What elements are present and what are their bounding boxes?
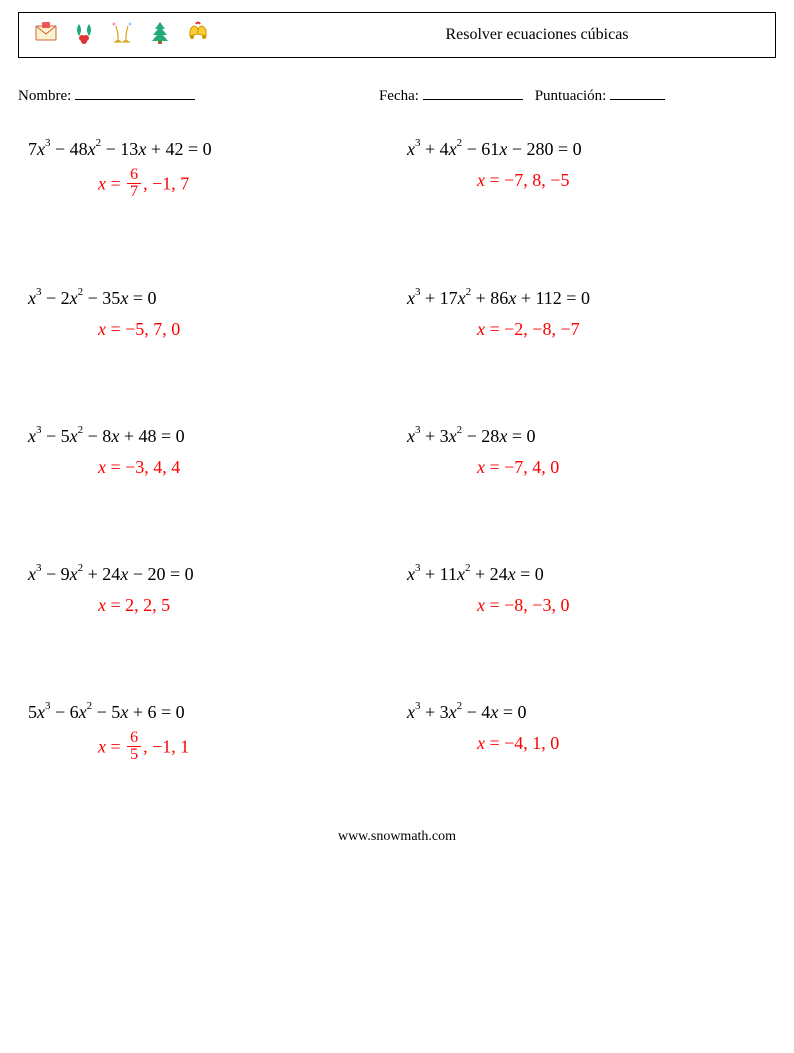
- problems-grid: 7x3 − 48x2 − 13x + 42 = 0 x = 67, −1, 7 …: [18, 111, 776, 823]
- answer: x = −5, 7, 0: [98, 318, 397, 340]
- answer: x = 2, 2, 5: [98, 594, 397, 616]
- score-blank: [610, 86, 665, 100]
- date-label: Fecha:: [379, 88, 419, 104]
- score-field: Puntuación:: [535, 86, 665, 105]
- answer: x = −7, 4, 0: [477, 456, 776, 478]
- problem-cell: 7x3 − 48x2 − 13x + 42 = 0 x = 67, −1, 7: [18, 111, 397, 260]
- equation: x3 − 5x2 − 8x + 48 = 0: [28, 418, 397, 450]
- answer: x = −7, 8, −5: [477, 169, 776, 191]
- equation: x3 − 2x2 − 35x = 0: [28, 280, 397, 312]
- problem-cell: x3 − 5x2 − 8x + 48 = 0 x = −3, 4, 4: [18, 398, 397, 536]
- equation: x3 + 3x2 − 4x = 0: [407, 694, 776, 726]
- answer: x = −3, 4, 4: [98, 456, 397, 478]
- problem-cell: 5x3 − 6x2 − 5x + 6 = 0 x = 65, −1, 1: [18, 674, 397, 823]
- worksheet-title: Resolver ecuaciones cúbicas: [19, 26, 775, 44]
- info-row: Nombre: Fecha: Puntuación:: [18, 86, 776, 105]
- problem-cell: x3 − 2x2 − 35x = 0 x = −5, 7, 0: [18, 260, 397, 398]
- name-blank: [75, 86, 195, 100]
- header-box: Resolver ecuaciones cúbicas: [18, 12, 776, 58]
- worksheet-page: Resolver ecuaciones cúbicas Nombre: Fech…: [0, 0, 794, 855]
- date-field: Fecha:: [379, 86, 523, 105]
- problem-cell: x3 + 17x2 + 86x + 112 = 0 x = −2, −8, −7: [397, 260, 776, 398]
- equation: x3 + 3x2 − 28x = 0: [407, 418, 776, 450]
- score-label: Puntuación:: [535, 88, 607, 104]
- date-blank: [423, 86, 523, 100]
- footer-link: www.snowmath.com: [18, 829, 776, 845]
- equation: 7x3 − 48x2 − 13x + 42 = 0: [28, 131, 397, 163]
- equation: x3 + 11x2 + 24x = 0: [407, 556, 776, 588]
- equation: x3 + 17x2 + 86x + 112 = 0: [407, 280, 776, 312]
- answer: x = 65, −1, 1: [98, 732, 397, 765]
- equation: 5x3 − 6x2 − 5x + 6 = 0: [28, 694, 397, 726]
- problem-cell: x3 + 3x2 − 4x = 0 x = −4, 1, 0: [397, 674, 776, 823]
- problem-cell: x3 + 11x2 + 24x = 0 x = −8, −3, 0: [397, 536, 776, 674]
- equation: x3 − 9x2 + 24x − 20 = 0: [28, 556, 397, 588]
- problem-cell: x3 − 9x2 + 24x − 20 = 0 x = 2, 2, 5: [18, 536, 397, 674]
- answer: x = −4, 1, 0: [477, 732, 776, 754]
- problem-cell: x3 + 4x2 − 61x − 280 = 0 x = −7, 8, −5: [397, 111, 776, 260]
- equation: x3 + 4x2 − 61x − 280 = 0: [407, 131, 776, 163]
- answer: x = 67, −1, 7: [98, 169, 397, 202]
- problem-cell: x3 + 3x2 − 28x = 0 x = −7, 4, 0: [397, 398, 776, 536]
- name-field: Nombre:: [18, 86, 379, 105]
- name-label: Nombre:: [18, 88, 71, 104]
- answer: x = −2, −8, −7: [477, 318, 776, 340]
- answer: x = −8, −3, 0: [477, 594, 776, 616]
